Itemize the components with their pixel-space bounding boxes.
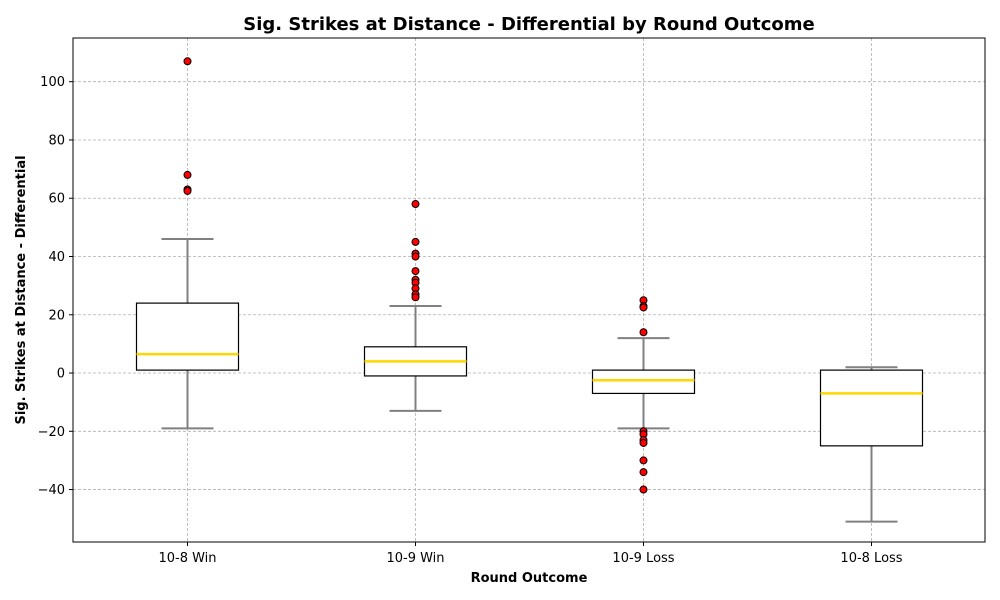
outlier-point — [640, 304, 647, 311]
outlier-point — [184, 187, 191, 194]
y-tick-label: −40 — [38, 483, 65, 498]
outlier-point — [412, 253, 419, 260]
outlier-point — [640, 329, 647, 336]
outlier-point — [640, 469, 647, 476]
x-tick-label: 10-8 Loss — [840, 551, 902, 566]
y-tick-label: −20 — [38, 425, 65, 440]
box-group — [365, 201, 467, 411]
box-group — [821, 367, 923, 521]
x-tick-label: 10-8 Win — [158, 551, 216, 566]
outlier-point — [412, 238, 419, 245]
y-tick-label: 100 — [40, 75, 65, 90]
y-tick-label: 60 — [48, 192, 65, 207]
outlier-point — [412, 201, 419, 208]
iqr-box — [137, 303, 239, 370]
y-tick-label: 40 — [48, 250, 65, 265]
iqr-box — [593, 370, 695, 393]
outlier-point — [412, 268, 419, 275]
outlier-point — [412, 294, 419, 301]
x-tick-label: 10-9 Loss — [612, 551, 674, 566]
y-tick-label: 0 — [57, 367, 65, 382]
x-axis-label: Round Outcome — [471, 571, 588, 586]
box-group — [593, 297, 695, 493]
plot-frame — [73, 38, 985, 542]
chart-title: Sig. Strikes at Distance - Differential … — [243, 14, 814, 35]
outlier-point — [640, 439, 647, 446]
grid — [73, 38, 985, 542]
boxes — [137, 58, 923, 522]
outlier-point — [640, 486, 647, 493]
x-tick-label: 10-9 Win — [386, 551, 444, 566]
outlier-point — [640, 457, 647, 464]
y-tick-label: 20 — [48, 308, 65, 323]
outlier-point — [184, 58, 191, 65]
iqr-box — [821, 370, 923, 446]
y-tick-label: 80 — [48, 133, 65, 148]
y-axis-label: Sig. Strikes at Distance - Differential — [14, 155, 29, 424]
outlier-point — [184, 171, 191, 178]
